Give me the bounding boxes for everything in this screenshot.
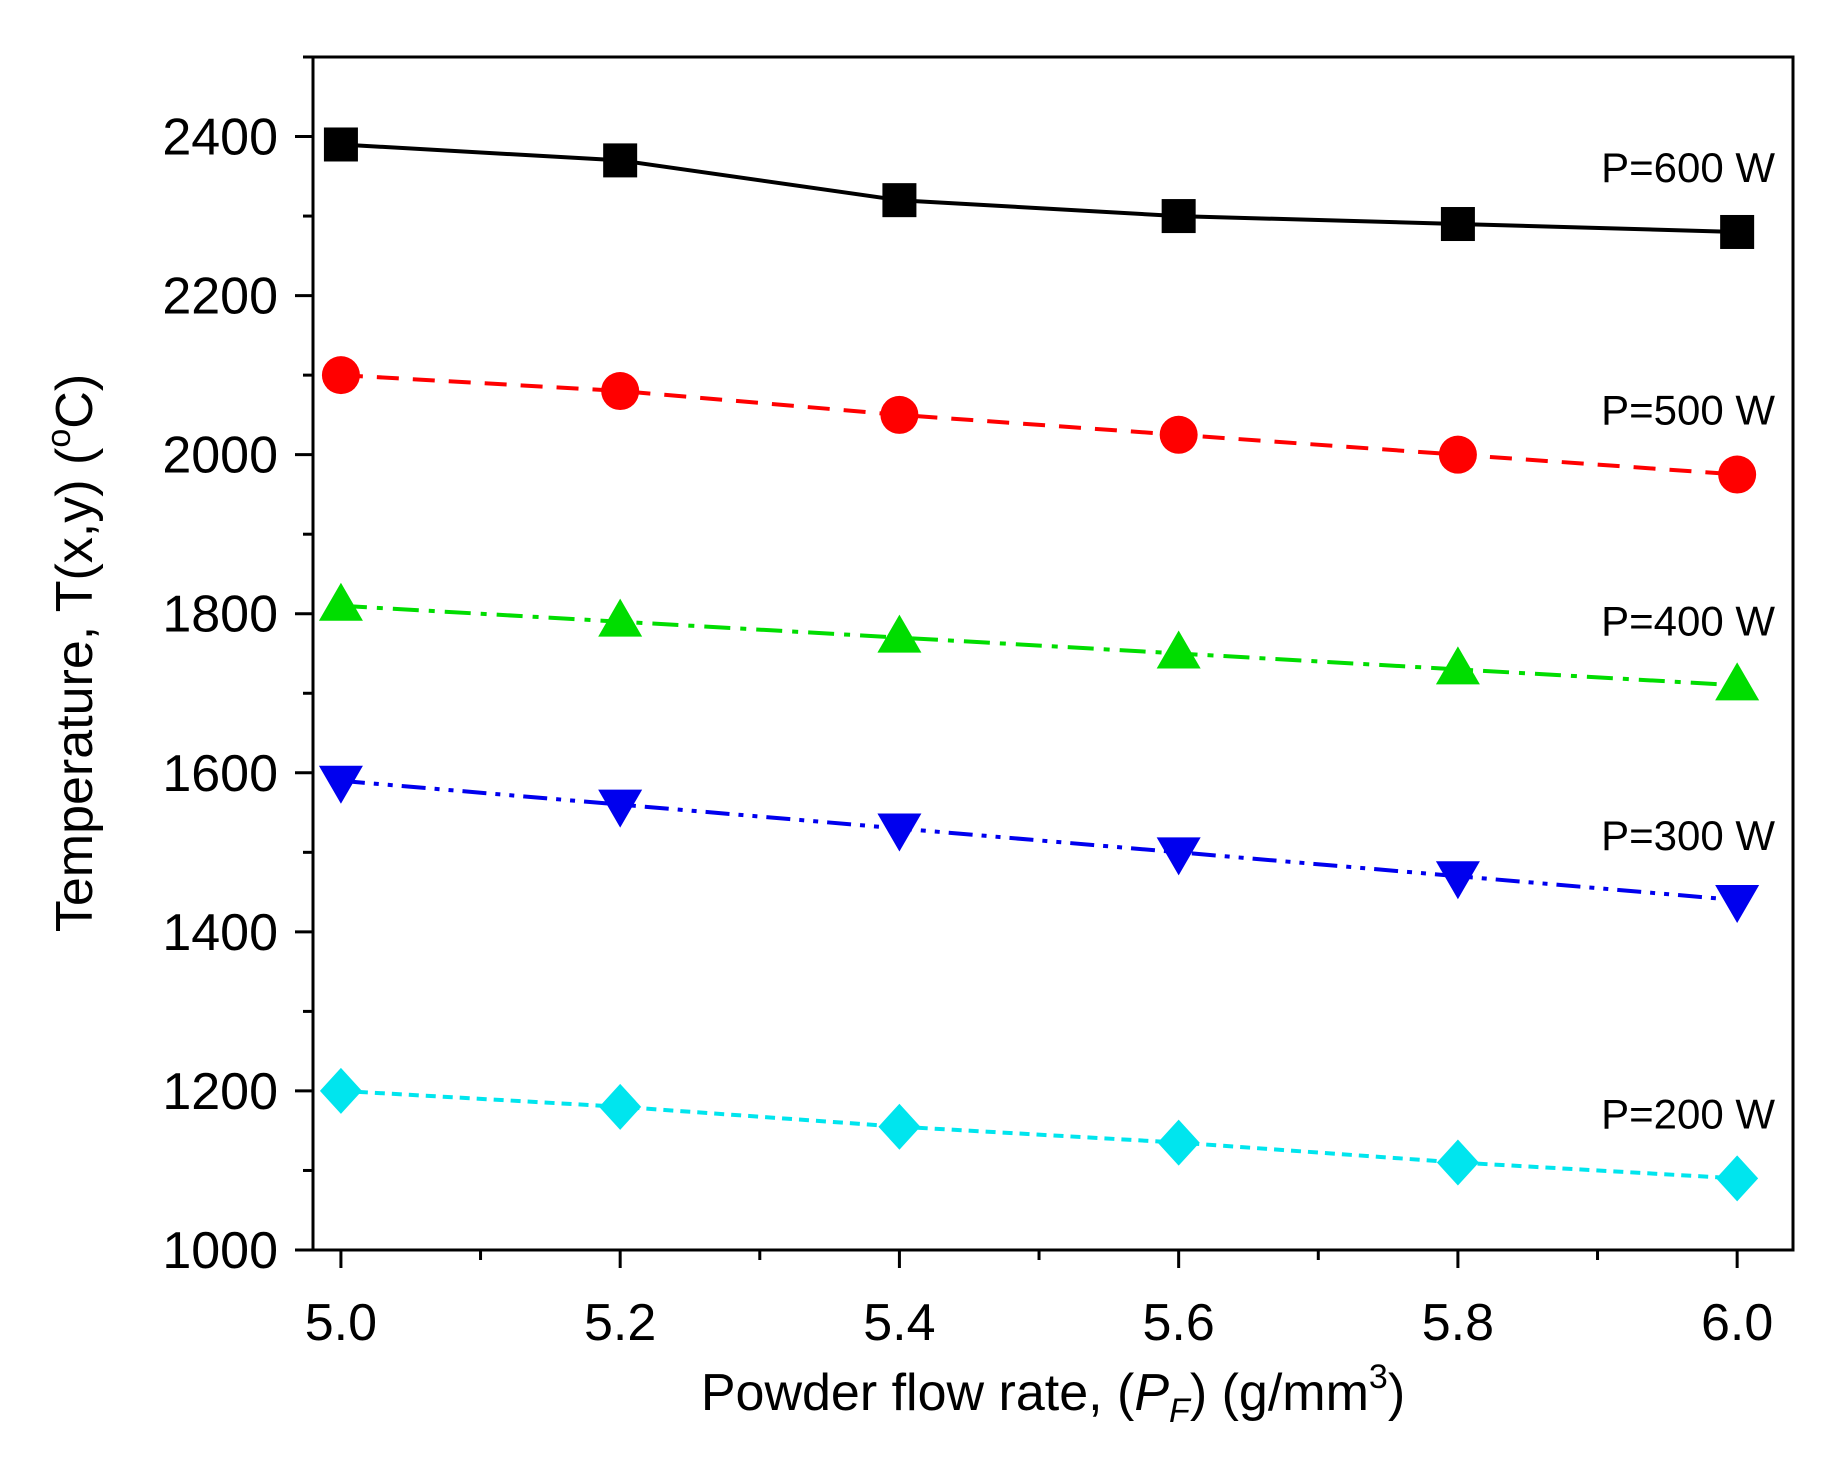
data-point — [878, 1103, 921, 1150]
plot-frame — [311, 55, 1795, 1252]
data-point — [1720, 214, 1755, 249]
data-point — [1435, 861, 1480, 900]
y-tick-label: 1200 — [162, 1063, 278, 1121]
y-tick-label: 1800 — [162, 586, 278, 644]
series-label: P=500 W — [1601, 387, 1775, 434]
data-point — [882, 183, 917, 218]
series-p-300-w — [318, 765, 1760, 924]
data-point — [318, 765, 363, 804]
series-line — [340, 142, 1738, 234]
data-point — [1159, 415, 1198, 454]
series-p-500-w — [321, 356, 1757, 494]
series-p-400-w — [318, 582, 1760, 701]
data-point — [1718, 455, 1757, 494]
series-label: P=300 W — [1601, 812, 1775, 859]
data-point — [319, 1067, 362, 1114]
data-point — [1438, 435, 1477, 474]
x-tick-label: 5.0 — [305, 1294, 377, 1352]
data-point — [598, 789, 643, 828]
series-labels: P=600 W P=500 W P=400 W P=300 W P=200 W — [1601, 144, 1775, 1137]
x-tick-labels: 5.0 5.2 5.4 5.6 5.8 6.0 — [305, 1294, 1774, 1352]
data-point — [880, 395, 919, 434]
series-label: P=600 W — [1601, 144, 1775, 191]
series-p-200-w — [319, 1067, 1759, 1202]
y-tick-label: 1000 — [162, 1222, 278, 1280]
data-point — [1436, 1139, 1479, 1186]
data-point — [1156, 630, 1201, 669]
x-tick-label: 6.0 — [1701, 1294, 1773, 1352]
data-point — [1157, 1119, 1200, 1166]
x-axis-title: Powder flow rate, (PF) (g/mm3) — [701, 1358, 1405, 1430]
y-tick-label: 1400 — [162, 904, 278, 962]
data-point — [877, 813, 922, 852]
y-tick-label: 2000 — [162, 427, 278, 485]
data-point — [1715, 885, 1760, 924]
series-line — [340, 1088, 1738, 1181]
y-tick-label: 2400 — [162, 109, 278, 167]
x-tick-label: 5.4 — [863, 1294, 935, 1352]
data-point — [1156, 837, 1201, 876]
data-point — [877, 614, 922, 653]
series-label: P=400 W — [1601, 597, 1775, 644]
data-point — [1440, 207, 1475, 242]
y-axis-title: Temperature, T(x,y) (oC) — [40, 374, 104, 932]
x-tick-label: 5.8 — [1422, 1294, 1494, 1352]
y-tick-label: 2200 — [162, 268, 278, 326]
series-layer — [318, 127, 1760, 1202]
data-point — [1716, 1155, 1759, 1202]
data-point — [318, 582, 363, 621]
series-line — [340, 778, 1738, 903]
x-tick-label: 5.6 — [1143, 1294, 1215, 1352]
data-point — [1161, 199, 1196, 234]
data-point — [323, 127, 358, 162]
axis-ticks — [295, 55, 1739, 1268]
data-point — [321, 356, 360, 395]
series-label: P=200 W — [1601, 1090, 1775, 1137]
y-tick-labels: 1000 1200 1400 1600 1800 2000 2200 2400 — [162, 109, 278, 1280]
data-point — [1715, 662, 1760, 701]
x-tick-label: 5.2 — [584, 1294, 656, 1352]
y-tick-label: 1600 — [162, 745, 278, 803]
series-p-600-w — [323, 127, 1755, 249]
data-point — [1435, 646, 1480, 685]
data-point — [598, 598, 643, 637]
series-line — [340, 373, 1738, 477]
series-line — [340, 603, 1738, 688]
data-point — [599, 1083, 642, 1130]
data-point — [603, 143, 638, 178]
data-point — [601, 372, 640, 411]
